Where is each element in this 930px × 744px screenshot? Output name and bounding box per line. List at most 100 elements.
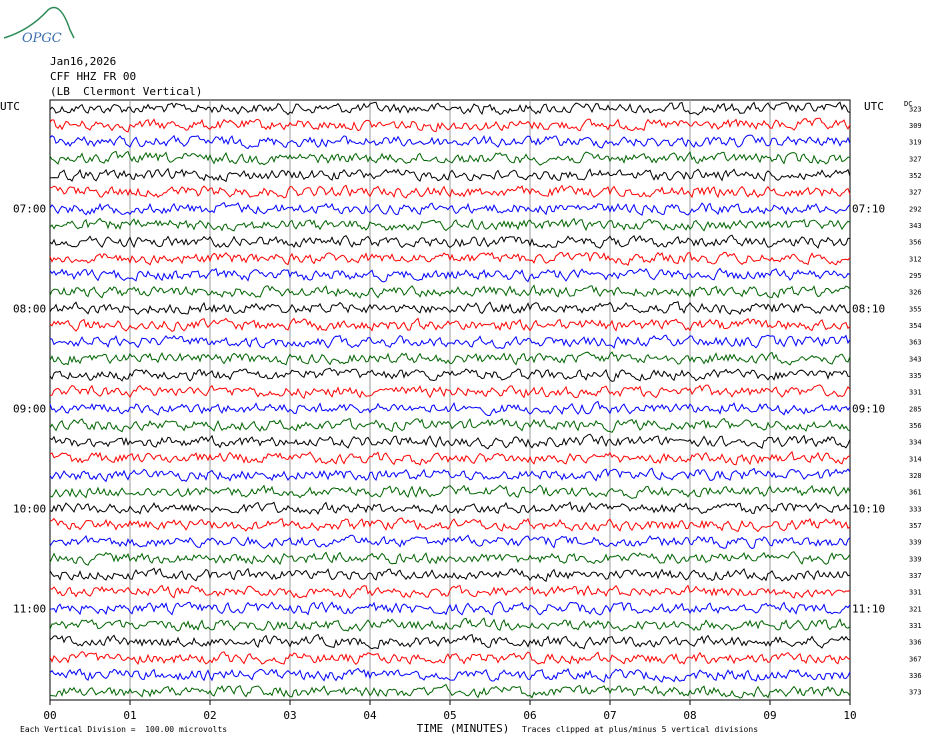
trace [49,633,851,650]
trace [50,384,851,400]
right-title: UTC [864,100,884,113]
dc-value: 321 [909,605,922,613]
dc-value: 355 [909,305,922,313]
trace [49,167,851,183]
dc-value: 343 [909,222,922,230]
dc-value: 327 [909,189,922,197]
trace [49,400,851,416]
dc-title: DC [904,100,912,108]
right-hour-label: 08:10 [852,302,885,315]
trace [49,534,851,550]
trace [49,267,851,283]
trace [49,617,851,632]
dc-value: 328 [909,472,922,480]
date: Jan16,2026 [50,55,116,68]
trace [49,251,851,267]
dc-value: 356 [909,239,922,247]
trace [49,217,851,232]
x-tick-label: 00 [43,709,56,722]
trace [49,101,851,116]
trace [49,433,851,450]
left-hour-label: 08:00 [13,302,46,315]
dc-value: 327 [909,155,922,163]
dc-value: 343 [909,355,922,363]
left-title: UTC [0,100,20,113]
dc-value: 285 [909,405,922,413]
trace [49,517,851,533]
trace [49,417,851,434]
x-tick-label: 01 [123,709,136,722]
clip-note: Traces clipped at plus/minus 5 vertical … [522,725,758,734]
left-hour-label: 09:00 [13,402,46,415]
x-tick-label: 02 [203,709,216,722]
dc-value: 363 [909,339,922,347]
trace [49,284,851,299]
x-tick-label: 06 [523,709,536,722]
right-hour-label: 09:10 [852,402,885,415]
dc-value: 357 [909,522,922,530]
dc-value: 314 [909,455,922,463]
dc-value: 312 [909,255,922,263]
left-hour-label: 11:00 [13,602,46,615]
trace [49,501,851,515]
trace [49,567,851,583]
dc-value: 334 [909,439,922,447]
dc-value: 333 [909,505,922,513]
trace [49,601,851,616]
trace [49,351,851,366]
trace [49,551,851,566]
trace [49,301,851,315]
right-hour-label: 10:10 [852,502,885,515]
dc-value: 309 [909,122,922,130]
trace [49,584,851,599]
dc-value: 319 [909,139,922,147]
dc-value: 331 [909,589,922,597]
x-tick-label: 07 [603,709,616,722]
trace [49,317,851,332]
dc-value: 331 [909,389,922,397]
trace [49,467,851,483]
dc-value: 336 [909,672,922,680]
trace [49,683,851,699]
trace [49,150,851,166]
dc-value: 336 [909,639,922,647]
trace [49,484,851,500]
left-hour-label: 10:00 [13,502,46,515]
logo: OPGC [22,31,62,46]
location: (LB Clermont Vertical) [50,85,202,98]
right-hour-label: 11:10 [852,602,885,615]
x-tick-label: 08 [683,709,696,722]
right-hour-label: 07:10 [852,202,885,215]
trace [49,134,851,150]
trace [49,667,851,683]
trace [49,367,851,382]
trace [49,334,851,349]
x-tick-label: 09 [763,709,776,722]
x-title: TIME (MINUTES) [417,722,510,735]
dc-value: 373 [909,689,922,697]
scale-note: Each Vertical Division = 100.00 microvol… [20,725,227,734]
dc-value: 335 [909,372,922,380]
dc-value: 292 [909,205,922,213]
logo-mark [3,6,75,39]
dc-value: 367 [909,655,922,663]
dc-value: 361 [909,489,922,497]
dc-value: 339 [909,555,922,563]
dc-value: 295 [909,272,922,280]
x-tick-label: 03 [283,709,296,722]
station: CFF HHZ FR 00 [50,70,136,83]
x-tick-label: 05 [443,709,456,722]
dc-value: 356 [909,422,922,430]
x-tick-label: 04 [363,709,377,722]
dc-value: 352 [909,172,922,180]
trace [49,650,851,666]
trace [49,234,850,249]
x-tick-label: 10 [843,709,856,722]
trace [49,117,851,133]
left-hour-label: 07:00 [13,202,46,215]
trace [49,450,851,466]
trace [49,184,851,199]
dc-value: 339 [909,539,922,547]
dc-value: 337 [909,572,922,580]
